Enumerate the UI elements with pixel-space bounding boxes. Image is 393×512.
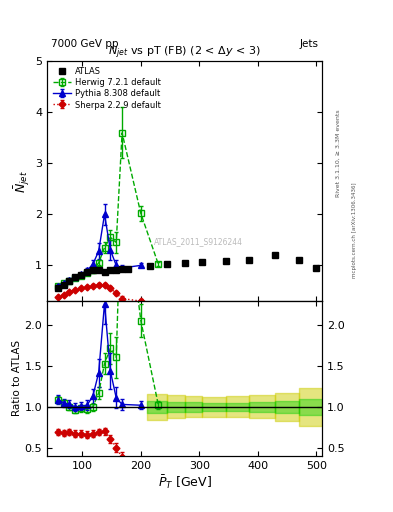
Text: ATLAS_2011_S9126244: ATLAS_2011_S9126244 <box>154 237 243 246</box>
ATLAS <box>314 265 319 271</box>
ATLAS <box>247 257 252 263</box>
ATLAS <box>114 267 119 273</box>
ATLAS <box>165 261 169 267</box>
ATLAS <box>96 267 101 273</box>
ATLAS <box>67 278 72 284</box>
Text: mcplots.cern.ch [arXiv:1306.3436]: mcplots.cern.ch [arXiv:1306.3436] <box>352 183 357 278</box>
ATLAS <box>73 273 77 280</box>
ATLAS <box>120 266 125 272</box>
Legend: ATLAS, Herwig 7.2.1 default, Pythia 8.308 default, Sherpa 2.2.9 default: ATLAS, Herwig 7.2.1 default, Pythia 8.30… <box>51 66 162 111</box>
Y-axis label: $\bar{N}_{jet}$: $\bar{N}_{jet}$ <box>13 170 32 193</box>
Text: Jets: Jets <box>299 38 318 49</box>
ATLAS <box>108 267 113 273</box>
Title: $N_{jet}$ vs pT (FB) (2 < $\Delta y$ < 3): $N_{jet}$ vs pT (FB) (2 < $\Delta y$ < 3… <box>108 45 261 61</box>
X-axis label: $\bar{P}_T$ [GeV]: $\bar{P}_T$ [GeV] <box>158 473 212 491</box>
ATLAS <box>223 258 228 264</box>
ATLAS <box>182 260 187 266</box>
ATLAS <box>84 268 89 274</box>
ATLAS <box>55 285 60 291</box>
ATLAS <box>61 282 66 288</box>
Line: ATLAS: ATLAS <box>55 252 319 291</box>
ATLAS <box>147 263 152 269</box>
ATLAS <box>102 268 107 274</box>
ATLAS <box>296 257 301 263</box>
ATLAS <box>273 252 278 258</box>
ATLAS <box>200 259 205 265</box>
ATLAS <box>126 266 130 272</box>
ATLAS <box>79 271 83 278</box>
ATLAS <box>90 267 95 273</box>
Text: Rivet 3.1.10, ≥ 3.3M events: Rivet 3.1.10, ≥ 3.3M events <box>336 110 341 198</box>
Y-axis label: Ratio to ATLAS: Ratio to ATLAS <box>12 340 22 416</box>
Text: 7000 GeV pp: 7000 GeV pp <box>51 38 119 49</box>
